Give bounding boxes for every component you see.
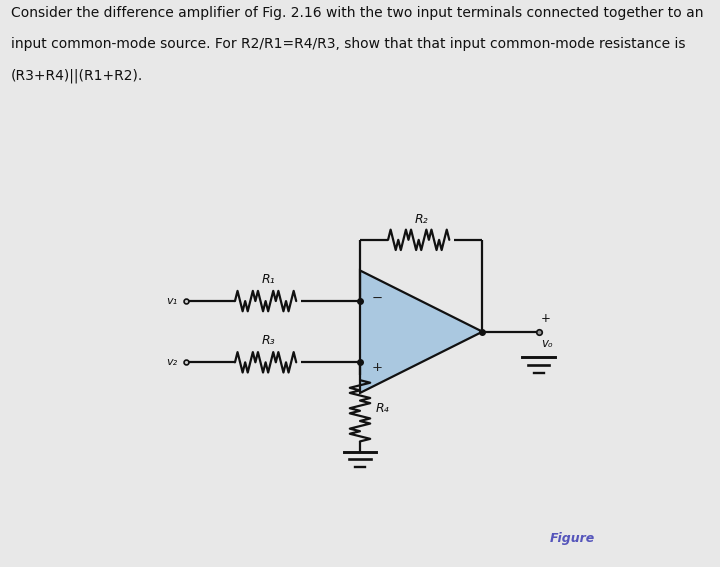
Polygon shape xyxy=(360,270,482,393)
Text: +: + xyxy=(372,361,382,374)
Text: R₄: R₄ xyxy=(375,402,389,414)
Text: Consider the difference amplifier of Fig. 2.16 with the two input terminals conn: Consider the difference amplifier of Fig… xyxy=(11,6,703,20)
Text: +: + xyxy=(541,312,551,325)
Text: R₃: R₃ xyxy=(261,334,275,347)
Text: Figure: Figure xyxy=(549,532,595,545)
Text: v₁: v₁ xyxy=(166,296,177,306)
Text: R₁: R₁ xyxy=(261,273,275,286)
Text: vₒ: vₒ xyxy=(541,337,553,350)
Text: (R3+R4)||(R1+R2).: (R3+R4)||(R1+R2). xyxy=(11,68,143,83)
Text: R₂: R₂ xyxy=(415,213,428,226)
Text: −: − xyxy=(372,292,382,305)
Text: v₂: v₂ xyxy=(166,357,177,367)
Text: input common-mode source. For R2/R1=R4/R3, show that that input common-mode resi: input common-mode source. For R2/R1=R4/R… xyxy=(11,37,685,51)
